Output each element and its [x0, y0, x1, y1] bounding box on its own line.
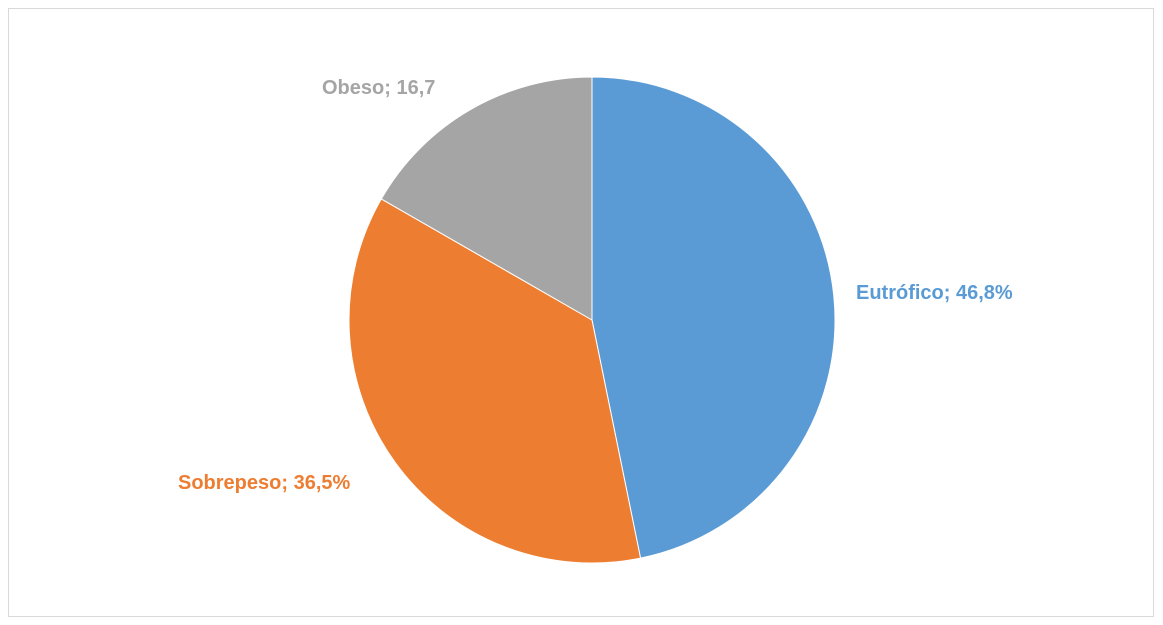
pie-slice-obeso — [380, 76, 593, 321]
pie-slice-eutrofico — [591, 76, 836, 559]
data-label-eutrofico: Eutrófico; 46,8% — [856, 282, 1013, 304]
data-label-obeso: Obeso; 16,7 — [322, 77, 435, 99]
data-label-sobrepeso: Sobrepeso; 36,5% — [178, 472, 351, 494]
pie-slice-sobrepeso — [348, 198, 642, 564]
